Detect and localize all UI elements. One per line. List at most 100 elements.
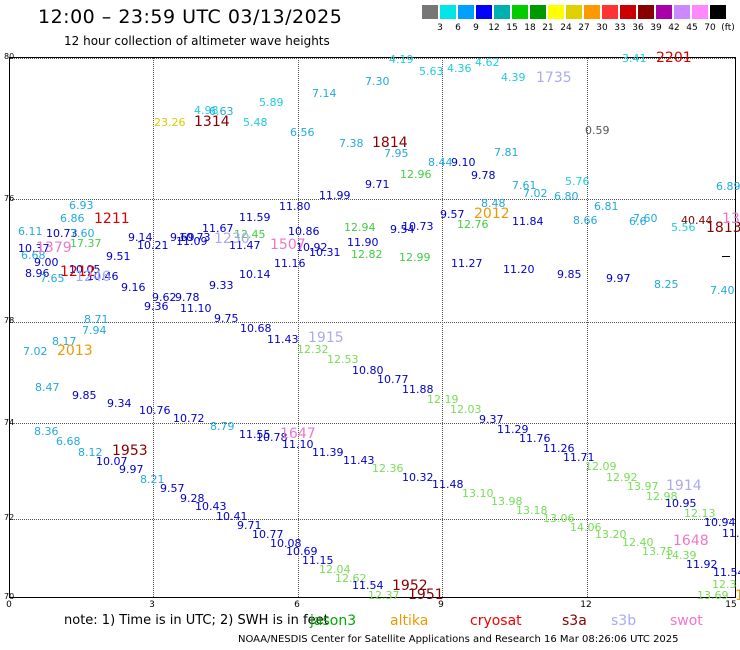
y-tick-label: 80 [4, 52, 15, 61]
wave-height-value: 9.34 [107, 397, 132, 410]
colorbar-label: 3 [437, 23, 443, 33]
wave-height-value: 13.98 [491, 495, 523, 508]
pass-time-label: 1507 [270, 237, 306, 253]
wave-height-value: 11.67 [202, 222, 234, 235]
pass-time-label: 1211 [94, 211, 130, 227]
legend-s3a: s3a [562, 613, 587, 629]
map-title: 12:00 – 23:59 UTC 03/13/2025 [38, 6, 343, 28]
wave-height-value: 9.69 [170, 231, 195, 244]
wave-height-value: 5.48 [243, 116, 268, 129]
colorbar-swatch [494, 5, 510, 19]
wave-height-value: 12.82 [351, 248, 383, 261]
wave-height-value: 10.32 [402, 471, 434, 484]
colorbar-label: 36 [632, 23, 644, 33]
wave-height-value: 4.98 [194, 104, 219, 117]
wave-height-value: 12.45 [234, 228, 266, 241]
colorbar-swatch [458, 5, 474, 19]
colorbar-swatch [620, 5, 636, 19]
footer-credit: NOAA/NESDIS Center for Satellite Applica… [238, 634, 679, 645]
colorbar-label: 70 [704, 23, 716, 33]
wave-height-value: 7.60 [70, 227, 95, 240]
wave-height-value: 3.41 [622, 52, 647, 65]
colorbar-label: (ft) [721, 23, 735, 33]
pass-time-label: 2201 [656, 50, 692, 66]
wave-height-value: 12.99 [399, 251, 431, 264]
wave-height-value: 8.36 [34, 425, 59, 438]
wave-height-value: 40.44 [681, 214, 713, 227]
wave-height-value: 7.40 [710, 284, 735, 297]
pass-time-label: 1814 [372, 135, 408, 151]
pass-time-label: 1952 [392, 578, 428, 594]
wave-height-value: 12.19 [427, 393, 459, 406]
wave-height-value: 23.26 [154, 116, 186, 129]
wave-height-value: 9.78 [175, 291, 200, 304]
x-tick-label: 12 [580, 600, 592, 610]
colorbar-swatch [476, 5, 492, 19]
wave-height-value: 4.39 [501, 71, 526, 84]
wave-height-value: 8.44 [428, 156, 453, 169]
wave-height-value: 9.57 [440, 208, 465, 221]
wave-height-value: 5.89 [259, 96, 284, 109]
wave-height-value: 10.46 [87, 270, 119, 283]
wave-height-value: 8.71 [84, 313, 109, 326]
wave-height-value: 7.14 [312, 87, 337, 100]
wave-height-value: 10.94 [704, 516, 736, 529]
wave-height-value: 8.48 [481, 197, 506, 210]
colorbar-label: 9 [473, 23, 479, 33]
wave-height-value: 11.4 [722, 527, 740, 540]
wave-height-value: 17.37 [70, 237, 102, 250]
wave-height-value: 11.48 [432, 478, 464, 491]
x-tick-label: 15 [725, 600, 737, 610]
wave-height-value: 10.31 [309, 246, 341, 259]
colorbar-swatch [548, 5, 564, 19]
wave-height-value: 6.86 [60, 212, 85, 225]
wave-height-value: 6.80 [554, 190, 579, 203]
wave-height-value: 12.98 [646, 490, 678, 503]
wave-height-value: 7.81 [494, 146, 519, 159]
wave-height-value: 6.68 [21, 249, 46, 262]
wave-height-value: 6.6 [629, 215, 647, 228]
gridline [298, 58, 299, 597]
pass-time-label: 13 [722, 211, 740, 227]
wave-height-value: 7.30 [365, 75, 390, 88]
wave-height-value: 12.94 [344, 221, 376, 234]
gridline [10, 322, 735, 323]
wave-height-value: 10.95 [665, 497, 697, 510]
pass-time-label: 1246 [75, 269, 111, 285]
wave-height-value: 9.51 [106, 250, 131, 263]
wave-height-value: 9.28 [180, 492, 205, 505]
wave-height-value: 10.37 [18, 242, 50, 255]
wave-height-value: 12.32 [297, 343, 329, 356]
x-tick-label: 6 [294, 600, 300, 610]
map-subtitle: 12 hour collection of altimeter wave hei… [64, 34, 330, 48]
wave-height-value: 13.06 [543, 512, 575, 525]
wave-height-value: 10.73 [46, 227, 78, 240]
wave-height-value: 11.84 [512, 215, 544, 228]
colorbar-label: 42 [668, 23, 680, 33]
map-plot-area [9, 57, 736, 598]
wave-height-value: 9.71 [237, 519, 262, 532]
legend-jason3: jason3 [310, 613, 357, 629]
wave-height-value: 12.3 [712, 578, 737, 591]
wave-height-value: 9.33 [209, 279, 234, 292]
y-tick-label: 74 [4, 418, 15, 427]
wave-height-value: 10.08 [270, 537, 302, 550]
pass-time-label: 1647 [280, 426, 316, 442]
wave-height-value: 11.55 [239, 428, 271, 441]
wave-height-value: 6.89 [716, 180, 740, 193]
pass-time-label: 1648 [673, 533, 709, 549]
wave-height-value: 10.80 [352, 364, 384, 377]
colorbar-swatch [602, 5, 618, 19]
wave-height-value: 4.36 [447, 62, 472, 75]
wave-height-value: 7.60 [633, 212, 658, 225]
legend-cryosat: cryosat [470, 613, 522, 629]
gridline [442, 58, 443, 597]
wave-height-value: 6.93 [69, 199, 94, 212]
x-tick-label: 0 [6, 600, 12, 610]
colorbar-swatch [440, 5, 456, 19]
wave-height-value: 7.38 [339, 137, 364, 150]
wave-height-value: 7.02 [23, 345, 48, 358]
wave-height-value: 12.09 [585, 460, 617, 473]
pass-time-label: 1230 [214, 231, 250, 247]
gridline [10, 58, 735, 59]
